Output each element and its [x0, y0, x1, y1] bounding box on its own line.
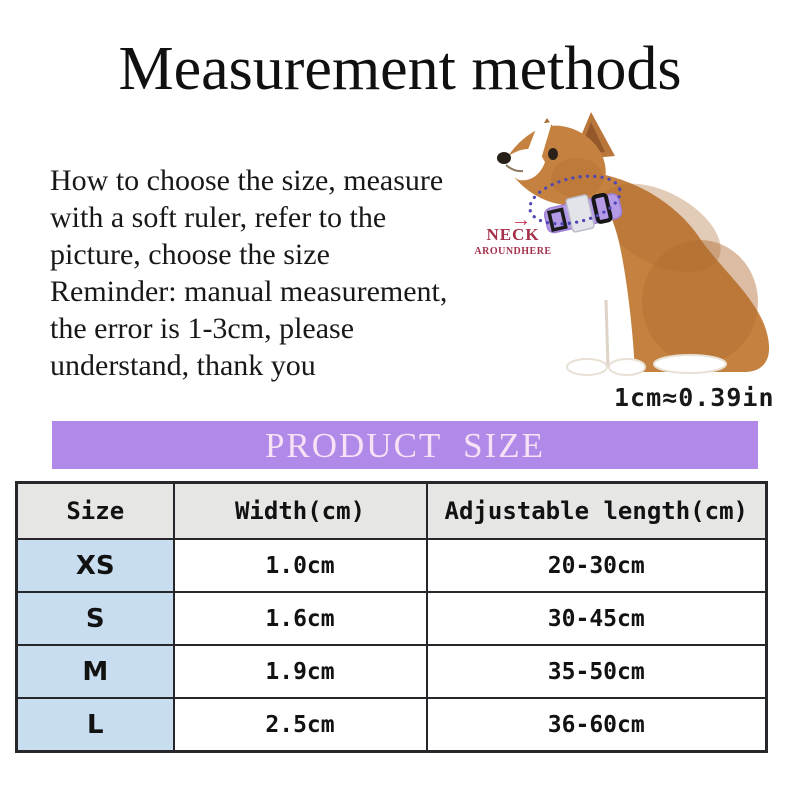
- dog-eye: [548, 148, 558, 160]
- table-row: M 1.9cm 35-50cm: [15, 644, 768, 699]
- dog-nose: [497, 152, 511, 164]
- dog-collar: [543, 192, 623, 234]
- size-table-header-row: Size Width(cm) Adjustable length(cm): [15, 481, 768, 540]
- size-value: L: [15, 697, 175, 753]
- table-row: S 1.6cm 30-45cm: [15, 591, 768, 646]
- size-value: S: [15, 591, 175, 646]
- width-value: 1.9cm: [172, 644, 428, 699]
- adjustable-length-value: 36-60cm: [425, 697, 768, 753]
- width-value: 2.5cm: [172, 697, 428, 753]
- product-size-banner: PRODUCT SIZE: [52, 421, 758, 469]
- dog-cheek-shading: [551, 158, 603, 198]
- collar-dring: [591, 192, 613, 224]
- dog-haunch-shading: [642, 240, 758, 364]
- dog-leg-divider: [604, 299, 610, 369]
- neck-measure-dotted-ellipse: [528, 174, 622, 226]
- unit-conversion-note: 1cm≈0.39in: [614, 383, 775, 412]
- size-value: XS: [15, 538, 175, 593]
- adjustable-length-value: 20-30cm: [425, 538, 768, 593]
- dog-photo: [475, 110, 795, 382]
- adjustable-length-value: 35-50cm: [425, 644, 768, 699]
- dog-rear-paw: [653, 354, 727, 374]
- dog-muzzle: [503, 148, 545, 181]
- table-row: L 2.5cm 36-60cm: [15, 697, 768, 753]
- instruction-line: How to choose the size, measure: [50, 164, 444, 197]
- size-value: M: [15, 644, 175, 699]
- instruction-line: with a soft ruler, refer to the: [50, 201, 387, 234]
- dog-front-paw: [608, 358, 646, 376]
- corgi-dog-illustration: [497, 112, 770, 376]
- instruction-line: Reminder: manual measurement,: [50, 275, 448, 308]
- arrow-right-icon: →: [511, 209, 531, 231]
- dog-back-shading: [599, 183, 721, 273]
- collar-adjuster: [546, 207, 568, 233]
- dog-blaze: [527, 122, 552, 156]
- page-title: Measurement methods: [118, 35, 682, 103]
- header-adjustable-length: Adjustable length(cm): [425, 481, 768, 540]
- collar-buckle: [565, 194, 595, 233]
- neck-measurement-label: NECK AROUNDHERE: [468, 225, 558, 257]
- sizing-instructions: How to choose the size, measure with a s…: [50, 162, 505, 384]
- instruction-line: understand, thank you: [50, 349, 316, 382]
- adjustable-length-value: 30-45cm: [425, 591, 768, 646]
- size-table: Size Width(cm) Adjustable length(cm) XS …: [15, 481, 768, 753]
- header-size: Size: [15, 481, 175, 540]
- instruction-line: the error is 1-3cm, please: [50, 312, 355, 345]
- width-value: 1.6cm: [172, 591, 428, 646]
- dog-mouth: [505, 164, 524, 173]
- table-row: XS 1.0cm 20-30cm: [15, 538, 768, 593]
- header-width: Width(cm): [172, 481, 428, 540]
- width-value: 1.0cm: [172, 538, 428, 593]
- neck-label-line2: AROUNDHERE: [474, 246, 552, 257]
- dog-front-paw: [566, 358, 608, 376]
- neck-label-line1: NECK: [486, 225, 540, 244]
- instruction-line: picture, choose the size: [50, 238, 330, 271]
